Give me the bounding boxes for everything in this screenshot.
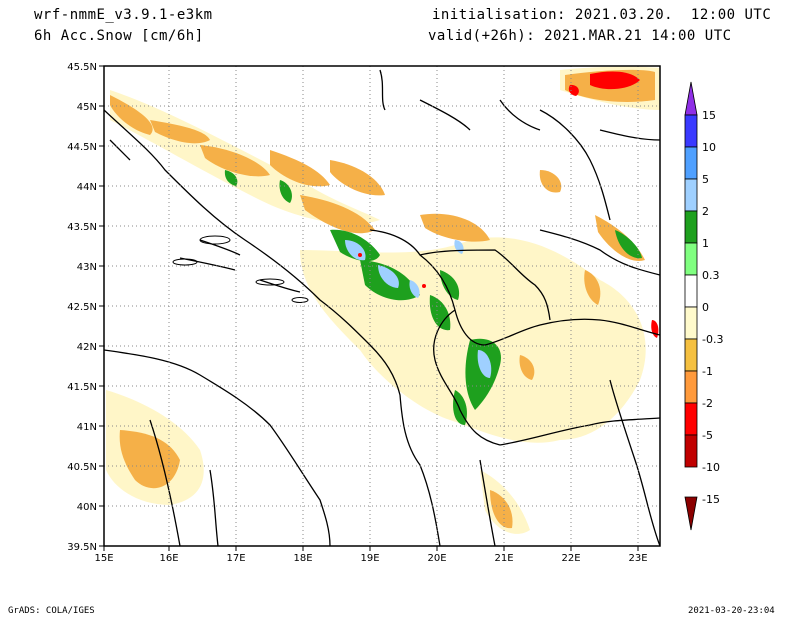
colorbar-swatch bbox=[684, 242, 698, 276]
lat-label: 42.5N bbox=[67, 302, 97, 313]
islands bbox=[172, 235, 309, 303]
colorbar-top-arrow bbox=[684, 81, 698, 116]
lon-label: 22E bbox=[561, 553, 580, 564]
lon-label: 15E bbox=[94, 553, 113, 564]
colorbar-label: -1 bbox=[702, 365, 713, 378]
colorbar-swatch bbox=[684, 402, 698, 436]
colorbar-label: -2 bbox=[702, 397, 713, 410]
colorbar-label: 1 bbox=[702, 237, 709, 250]
lat-label: 43.5N bbox=[67, 222, 97, 233]
colorbar-label: -5 bbox=[702, 429, 713, 442]
lon-label: 23E bbox=[628, 553, 647, 564]
colorbar-label: 5 bbox=[702, 173, 709, 186]
valid-time-label: valid(+26h): 2021.MAR.21 14:00 UTC bbox=[428, 28, 732, 44]
snow-contour-orange bbox=[110, 95, 153, 135]
init-time-label: initialisation: 2021.03.20. 12:00 UTC bbox=[432, 7, 772, 23]
snow-contour-red bbox=[590, 71, 640, 90]
lat-label: 41N bbox=[77, 422, 97, 433]
lat-label: 42N bbox=[77, 342, 97, 353]
coastlines-borders bbox=[104, 69, 660, 546]
snow-field bbox=[104, 66, 660, 546]
lat-lon-grid bbox=[104, 66, 660, 546]
lat-label: 43N bbox=[77, 262, 97, 273]
lon-label: 21E bbox=[494, 553, 513, 564]
lat-label: 45N bbox=[77, 102, 97, 113]
footer-left: GrADS: COLA/IGES bbox=[8, 606, 95, 616]
lat-label: 39.5N bbox=[67, 542, 97, 553]
colorbar-swatch bbox=[684, 370, 698, 404]
model-label: wrf-nmmE_v3.9.1-e3km bbox=[34, 7, 213, 23]
lat-label: 45.5N bbox=[67, 62, 97, 73]
lat-label: 44.5N bbox=[67, 142, 97, 153]
colorbar-swatch bbox=[684, 274, 698, 308]
axis-ticks bbox=[99, 65, 639, 551]
colorbar-label: 0.3 bbox=[702, 269, 720, 282]
colorbar-label: -0.3 bbox=[702, 333, 723, 346]
colorbar-swatch bbox=[684, 434, 698, 468]
colorbar-label: 0 bbox=[702, 301, 709, 314]
lat-label: 41.5N bbox=[67, 382, 97, 393]
colorbar-bottom-arrow bbox=[684, 496, 698, 531]
colorbar-swatch bbox=[684, 146, 698, 180]
colorbar-label: 2 bbox=[702, 205, 709, 218]
colorbar: 15 10 5 2 1 0.3 0 -0.3 -1 -2 -5 -10 -15 bbox=[684, 81, 723, 531]
colorbar-label: -10 bbox=[702, 461, 720, 474]
field-label: 6h Acc.Snow [cm/6h] bbox=[34, 28, 204, 44]
colorbar-swatch bbox=[684, 306, 698, 340]
colorbar-swatch bbox=[684, 178, 698, 212]
colorbar-swatch bbox=[684, 338, 698, 372]
lon-label: 17E bbox=[226, 553, 245, 564]
lon-label: 16E bbox=[159, 553, 178, 564]
lon-label: 18E bbox=[293, 553, 312, 564]
colorbar-label: -15 bbox=[702, 493, 720, 506]
lat-label: 40N bbox=[77, 502, 97, 513]
lat-label: 44N bbox=[77, 182, 97, 193]
footer-right: 2021-03-20-23:04 bbox=[688, 606, 775, 616]
colorbar-label: 15 bbox=[702, 109, 716, 122]
lat-label: 40.5N bbox=[67, 462, 97, 473]
colorbar-label: 10 bbox=[702, 141, 716, 154]
lon-label: 19E bbox=[360, 553, 379, 564]
colorbar-swatch bbox=[684, 114, 698, 148]
lon-label: 20E bbox=[427, 553, 446, 564]
colorbar-swatch bbox=[684, 210, 698, 244]
